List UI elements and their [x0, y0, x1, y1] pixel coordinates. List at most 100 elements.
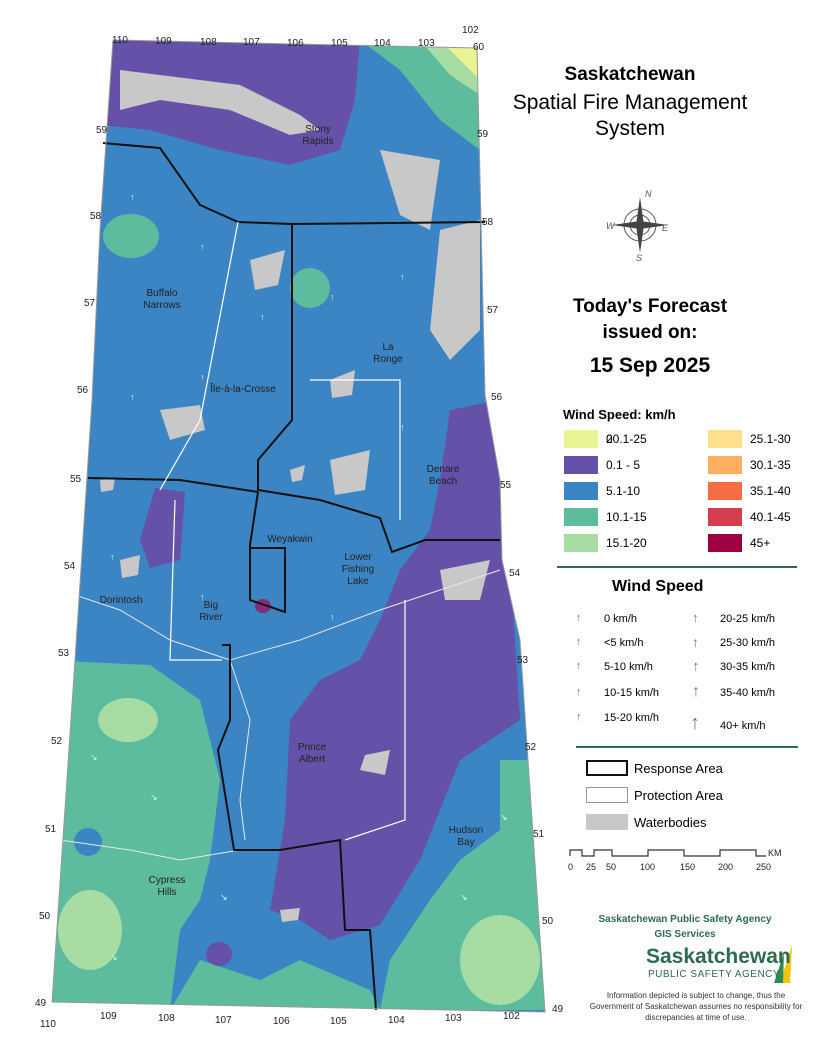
response-area-swatch	[586, 760, 628, 776]
speed-swatch-label: 35.1-40	[750, 484, 791, 498]
waterbody-swatch	[586, 814, 628, 830]
svg-text:↑: ↑	[200, 242, 205, 252]
speed-swatch-label: 30.1-35	[750, 458, 791, 472]
protection-areas	[159, 221, 406, 841]
lat-right: 51	[533, 829, 545, 840]
protection-area-swatch	[586, 787, 628, 803]
speed-swatch	[708, 430, 742, 448]
zone-10-15-spot	[103, 214, 159, 258]
place-prince-albert: Prince Albert	[298, 742, 327, 765]
speed-swatch-label: 15.1-20	[606, 536, 647, 550]
svg-text:↑: ↑	[400, 422, 405, 432]
lat-left: 51	[45, 824, 57, 835]
speed-swatch-label: 0	[606, 432, 613, 446]
compass-n: N	[645, 189, 652, 199]
svg-text:↘: ↘	[500, 812, 508, 822]
lat-right: 55	[500, 480, 512, 491]
lon-top: 108	[200, 37, 217, 48]
speed-swatch	[564, 430, 598, 448]
place-lower-fishing-lake: Lower Fishing Lake	[342, 552, 374, 587]
lon-bottom: 110	[40, 1019, 56, 1030]
zone-15-20-spot	[58, 890, 122, 970]
lon-top: 109	[155, 36, 172, 47]
lat-right: 52	[525, 742, 537, 753]
speed-swatch-label: 0.1 - 5	[606, 458, 641, 472]
lat-left: 56	[77, 385, 89, 396]
lat-right: 50	[542, 916, 554, 927]
zone-20-25-ne	[440, 40, 480, 80]
svg-text:250: 250	[756, 862, 771, 872]
zone-0-5-central	[270, 400, 520, 940]
map-title: Saskatchewan	[564, 64, 696, 85]
speed-swatch	[708, 534, 742, 552]
arrow-item: 0 km/h	[604, 613, 638, 625]
lat-right: 57	[487, 305, 499, 316]
svg-text:↑: ↑	[330, 612, 335, 622]
arrow-legend-heading: Wind Speed	[612, 578, 704, 595]
svg-text:↑: ↑	[130, 192, 135, 202]
waterbody-label: Waterbodies	[634, 815, 707, 830]
svg-text:100: 100	[640, 862, 655, 872]
speed-swatch	[564, 508, 598, 526]
forecast-heading: Today's Forecast issued on:	[572, 296, 728, 343]
place-dorintosh: Dorintosh	[100, 595, 143, 606]
lat-left: 49	[35, 998, 47, 1009]
lon-top: 110	[112, 35, 128, 46]
lon-bottom: 103	[445, 1013, 462, 1024]
lat-left: 55	[70, 474, 82, 485]
svg-text:↑: ↑	[200, 372, 205, 382]
speed-swatch-label: 40.1-45	[750, 510, 791, 524]
lon-top: 107	[243, 37, 260, 48]
speed-swatch	[708, 508, 742, 526]
arrow-item: 20-25 km/h	[720, 613, 776, 625]
svg-text:↑: ↑	[330, 292, 335, 302]
lon-top: 106	[287, 38, 304, 49]
logo-subtitle: PUBLIC SAFETY AGENCY	[648, 969, 781, 980]
lat-right: 58	[482, 217, 494, 228]
map-subtitle: Spatial Fire Management System	[512, 91, 748, 140]
svg-text:↑: ↑	[260, 312, 265, 322]
place-stony-rapids: Stony Rapids	[302, 124, 333, 147]
compass-w: W	[606, 221, 616, 231]
lat-left: 53	[58, 648, 70, 659]
svg-text:0: 0	[568, 862, 573, 872]
speed-swatch	[564, 482, 598, 500]
svg-text:KM: KM	[768, 848, 782, 858]
zone-0-5-spot	[206, 942, 232, 966]
graticule-labels: 110 109 108 107 106 105 104 103 102 110 …	[35, 25, 564, 1030]
arrow-item: <5 km/h	[604, 637, 644, 649]
svg-text:↘: ↘	[90, 752, 98, 762]
svg-text:↘: ↘	[220, 892, 228, 902]
compass-rose-icon: N S E W	[606, 189, 669, 263]
speed-swatch	[564, 456, 598, 474]
scale-bar: 0 25 50 100 150 200 250 KM	[568, 848, 782, 872]
compass-e: E	[662, 223, 669, 233]
lat-left: 54	[64, 561, 76, 572]
lon-bottom: 107	[215, 1015, 232, 1026]
place-hudson-bay: Hudson Bay	[449, 825, 483, 848]
place-cypress-hills: Cypress Hills	[149, 875, 186, 898]
svg-text:50: 50	[606, 862, 616, 872]
svg-text:↑: ↑	[110, 552, 115, 562]
logo-word: Saskatchewan	[646, 945, 791, 968]
speed-legend-heading: Wind Speed: km/h	[563, 407, 676, 422]
province-border	[51, 39, 546, 1013]
lon-bottom: 106	[273, 1016, 290, 1027]
speed-swatch-label: 25.1-30	[750, 432, 791, 446]
speed-swatch	[708, 482, 742, 500]
place-la-ronge: La Ronge	[373, 342, 403, 365]
wind-arrows: ↑ ↑ ↑ ↑ ↑ ↑ ↑ ↑ ↑ ↑ ↑ ↘ ↘ ↘ ↘ ↘ ↘	[90, 192, 508, 962]
zone-5-10-spot	[74, 828, 102, 856]
lat-left: 58	[90, 211, 102, 222]
arrow-item: 35-40 km/h	[720, 687, 776, 699]
arrow-item: 10-15 km/h	[604, 687, 660, 699]
zone-10-15-spot	[290, 268, 330, 308]
lat-right: 60	[473, 42, 485, 53]
speed-swatch-label: 5.1-10	[606, 484, 641, 498]
disclaimer: Information depicted is subject to chang…	[589, 991, 803, 1022]
svg-text:25: 25	[586, 862, 596, 872]
place-big-river: Big River	[199, 600, 223, 623]
response-areas	[87, 142, 500, 1011]
svg-text:200: 200	[718, 862, 733, 872]
